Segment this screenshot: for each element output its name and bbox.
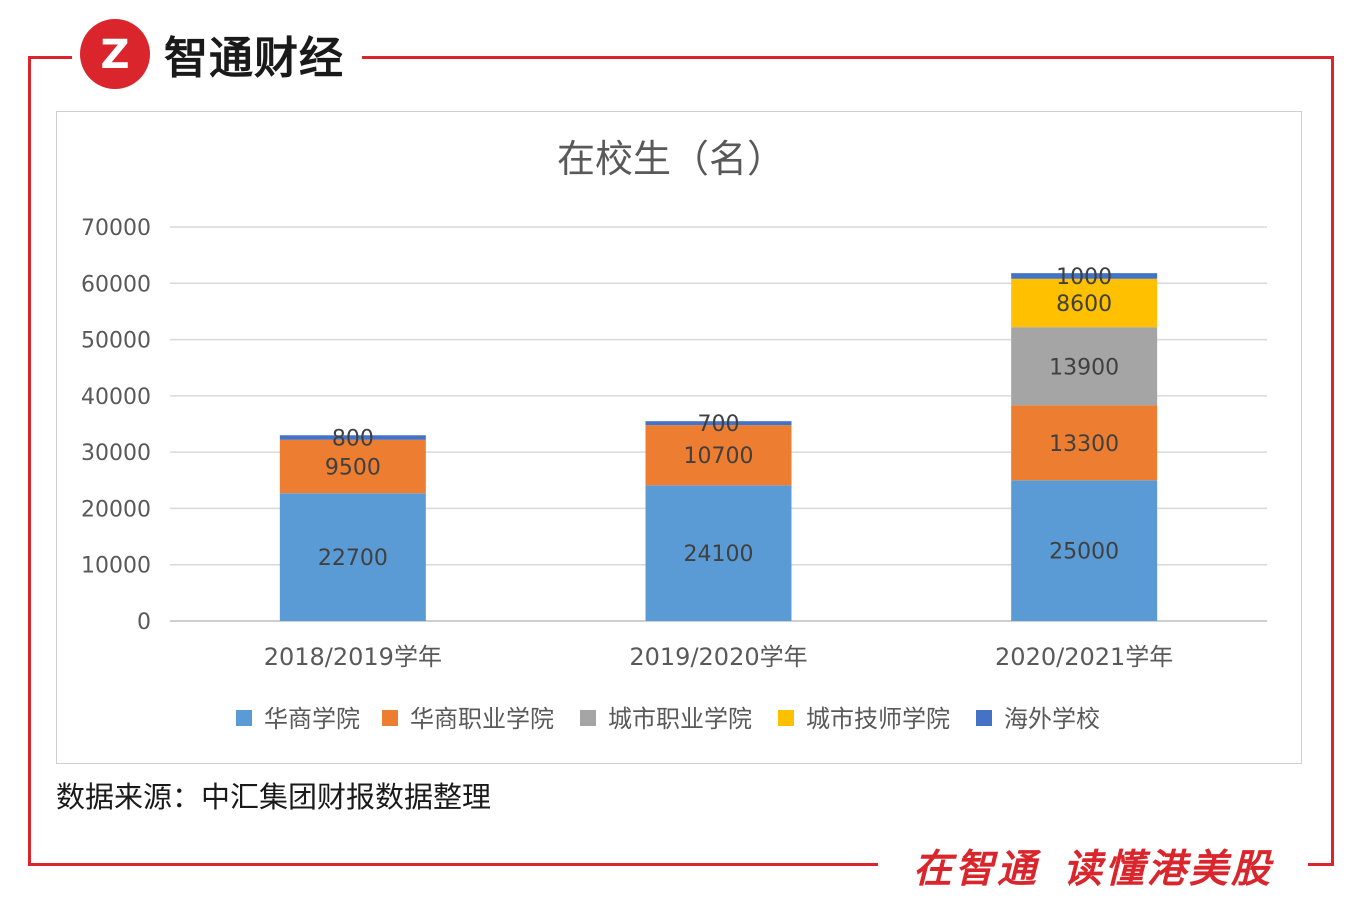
y-axis-ticks: 0 10000 20000 30000 40000 50000 60000 70000 [81, 216, 151, 635]
legend-swatch [382, 710, 398, 726]
bar-segment [645, 425, 792, 486]
brand-logo-mark: Z [100, 32, 129, 78]
svg-text:Z: Z [100, 32, 129, 78]
legend-label: 城市技师学院 [806, 705, 950, 733]
bars: 22700 9500 800 24100 10700 700 25000 13300 13900… [279, 265, 1158, 621]
bar-segment [1011, 327, 1158, 406]
stacked-bar-chart: 在校生（名） 0 10000 20000 30000 40000 50000 60000 70… [81, 137, 1267, 733]
y-tick-label: 60000 [81, 272, 151, 297]
y-tick-label: 50000 [81, 329, 151, 354]
bar-segment [645, 485, 792, 621]
bar-segment [279, 439, 426, 494]
legend-label: 海外学校 [1004, 705, 1100, 733]
legend-label: 华商职业学院 [410, 705, 554, 733]
x-tick-label: 2020/2021学年 [995, 643, 1173, 671]
data-label: 8600 [1056, 292, 1112, 317]
x-tick-label: 2018/2019学年 [264, 643, 442, 671]
data-label: 800 [332, 427, 374, 452]
frame-bottom-line [28, 863, 1334, 866]
data-label: 1000 [1056, 265, 1112, 290]
bar-segment [1011, 278, 1158, 328]
y-tick-label: 30000 [81, 441, 151, 466]
x-tick-label: 2019/2020学年 [629, 643, 807, 671]
frame-right-line [1331, 56, 1334, 866]
legend-label: 华商学院 [264, 705, 360, 733]
data-label: 25000 [1049, 540, 1119, 565]
data-label: 24100 [684, 542, 754, 567]
legend-label: 城市职业学院 [608, 705, 752, 733]
brand-logo: Z 智通财经 [72, 10, 362, 98]
bar-segment [1011, 273, 1158, 279]
data-label: 13900 [1049, 355, 1119, 380]
slogan-part2: 读懂港美股 [1063, 847, 1274, 892]
bar-segment [1011, 405, 1158, 481]
slogan-part1: 在智通 [912, 847, 1039, 892]
chart-title: 在校生（名） [557, 137, 785, 181]
data-label: 10700 [684, 444, 754, 469]
bar-segment [279, 493, 426, 621]
legend-swatch [580, 710, 596, 726]
bar-segment [645, 421, 792, 426]
y-tick-label: 20000 [81, 497, 151, 522]
brand-logo-icon: Z [80, 19, 150, 89]
brand-name: 智通财经 [164, 33, 344, 84]
y-tick-label: 70000 [81, 216, 151, 241]
data-label: 9500 [325, 455, 381, 480]
data-label: 22700 [318, 546, 388, 571]
legend-swatch [778, 710, 794, 726]
y-tick-label: 10000 [81, 554, 151, 579]
chart-container: 在校生（名） 0 10000 20000 30000 40000 50000 60000 70… [56, 111, 1302, 764]
slogan: 在智通 读懂港美股 [878, 838, 1308, 894]
y-tick-label: 40000 [81, 385, 151, 410]
frame-left-line [28, 56, 31, 866]
legend-swatch [236, 710, 252, 726]
data-label: 13300 [1049, 432, 1119, 457]
data-label: 700 [698, 412, 740, 437]
frame-top-line [28, 56, 1334, 59]
bar-segment [1011, 480, 1158, 621]
y-tick-label: 0 [137, 610, 151, 635]
bar-segment [279, 435, 426, 440]
legend-swatch [976, 710, 992, 726]
source-note: 数据来源：中汇集团财报数据整理 [56, 780, 492, 814]
legend: 华商学院 华商职业学院 城市职业学院 城市技师学院 海外学校 [236, 705, 1100, 733]
x-axis-ticks: 2018/2019学年 2019/2020学年 2020/2021学年 [264, 643, 1174, 671]
